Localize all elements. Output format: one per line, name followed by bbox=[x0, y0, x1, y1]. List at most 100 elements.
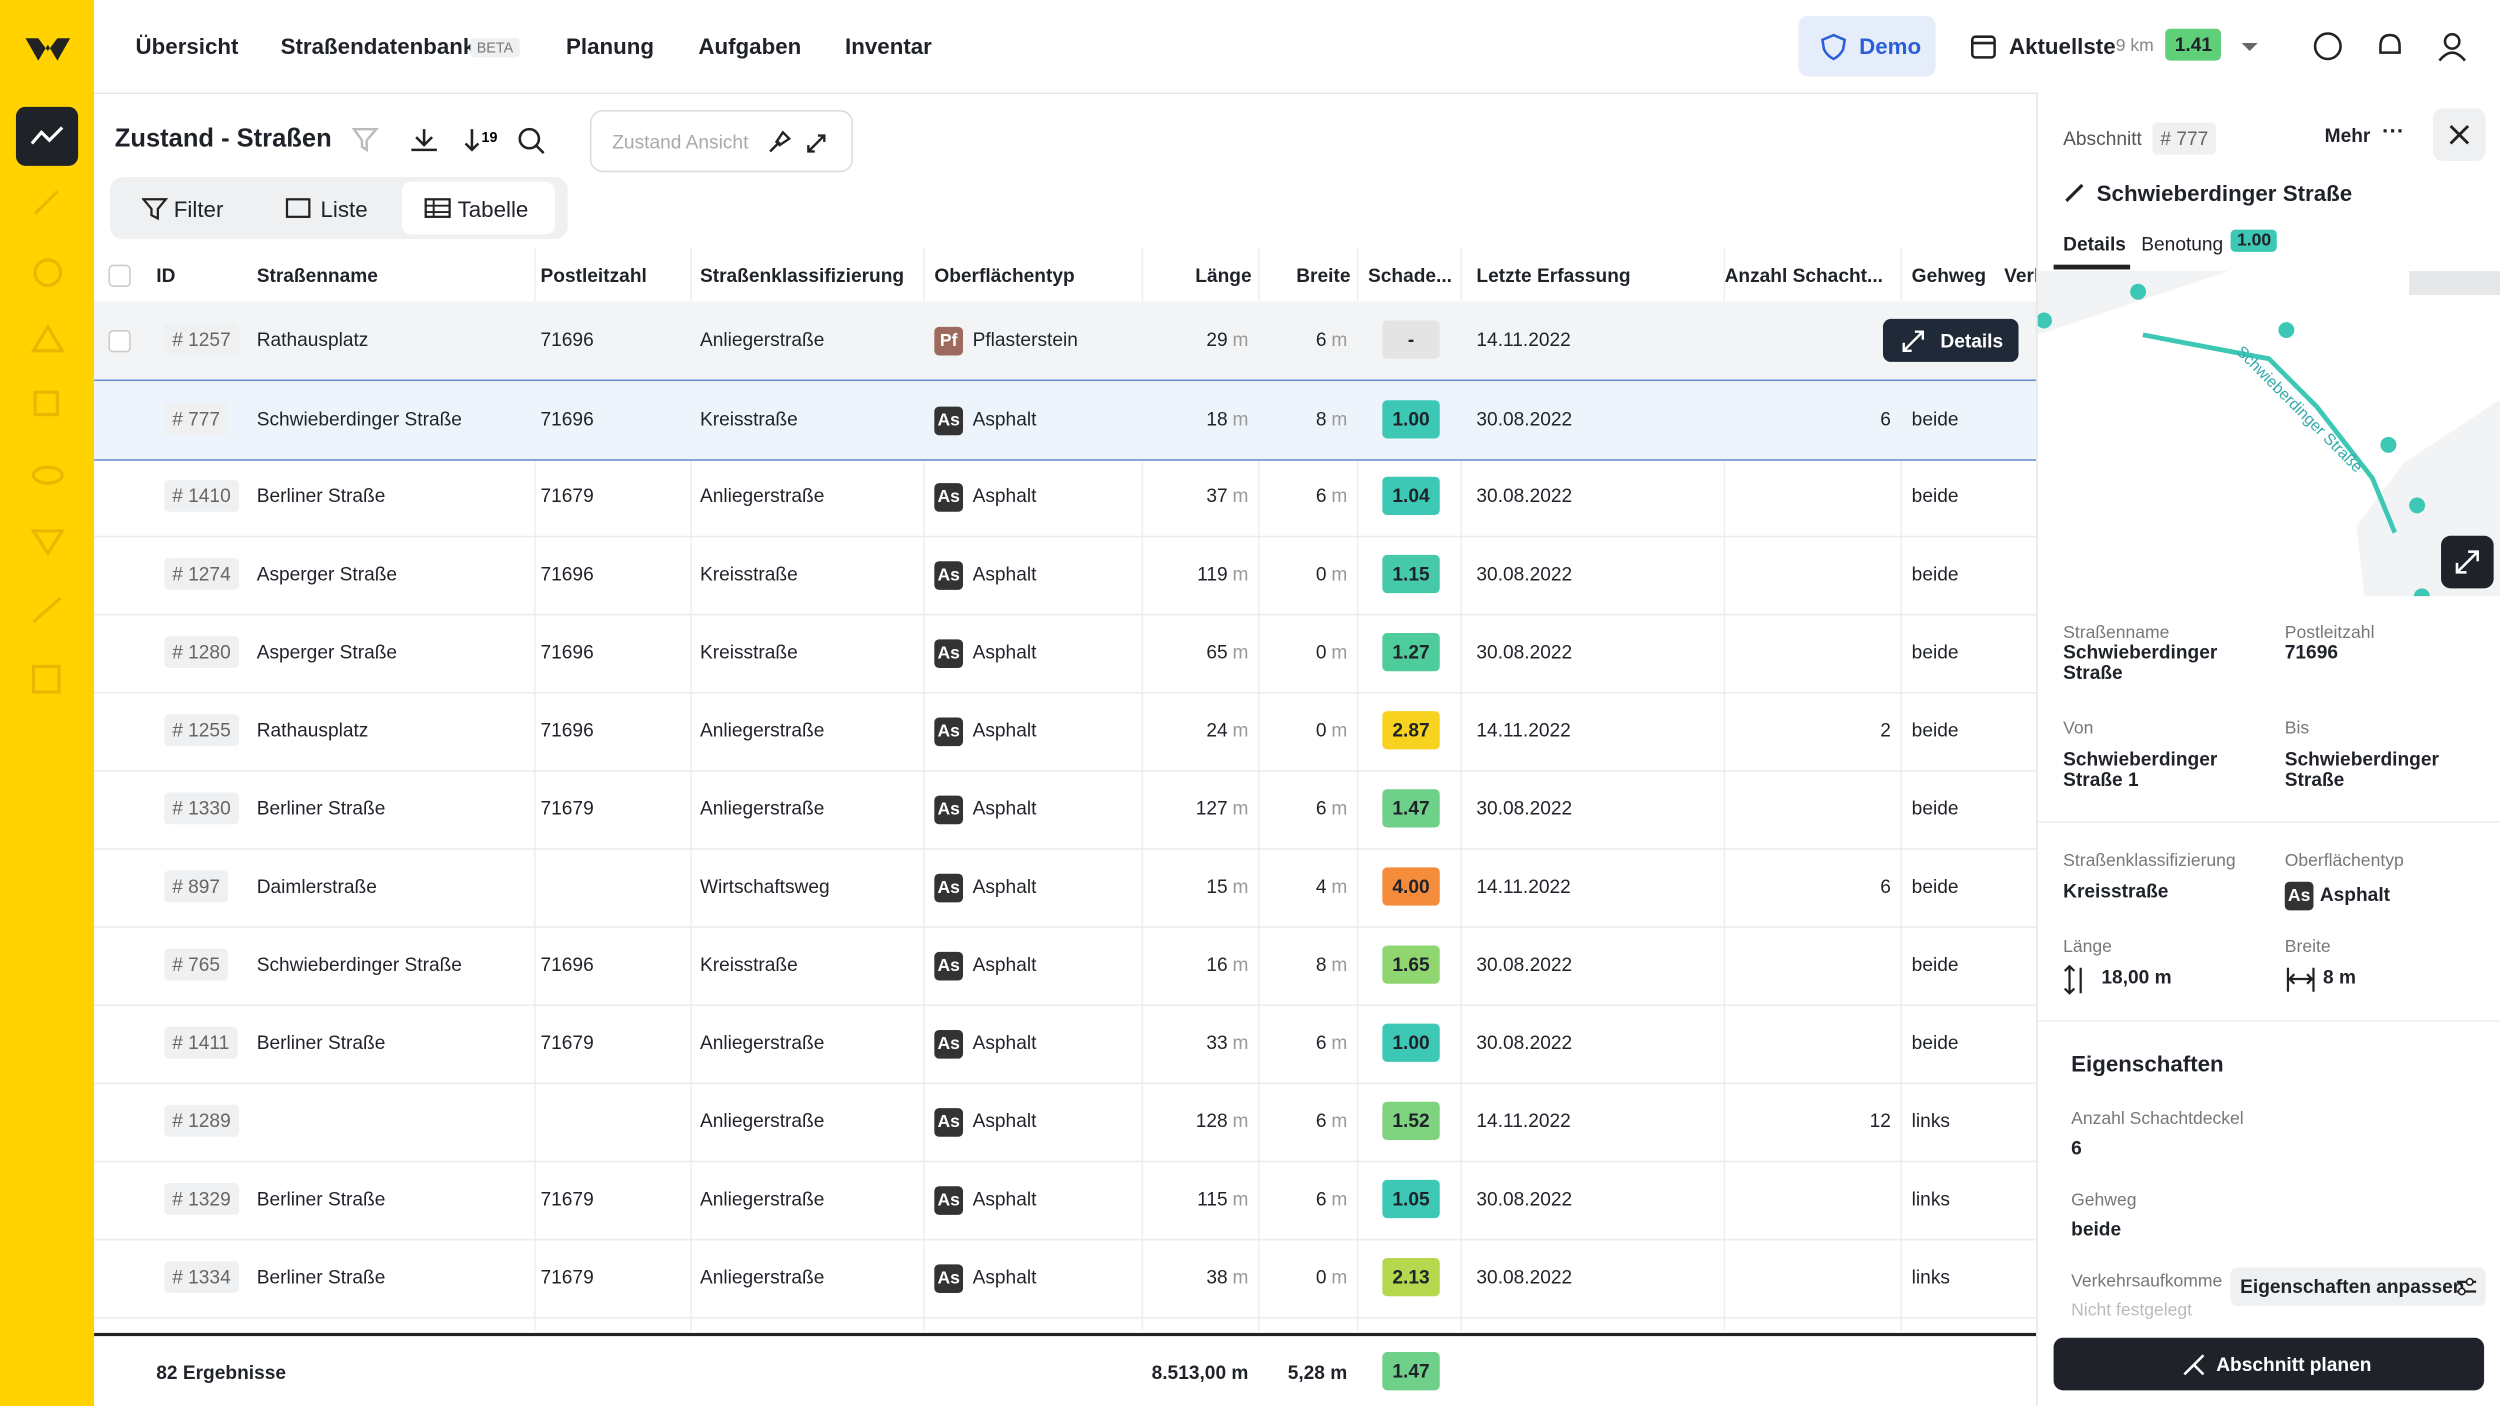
property-value: beide bbox=[2071, 1218, 2122, 1241]
column-header[interactable]: Letzte Erfassung bbox=[1476, 264, 1631, 287]
row-id-text: # 1411 bbox=[164, 1026, 238, 1059]
column-header[interactable]: Oberflächentyp bbox=[934, 264, 1075, 287]
view-selector[interactable]: Zustand Ansicht bbox=[589, 110, 854, 173]
checkbox[interactable] bbox=[108, 330, 131, 353]
table-row[interactable]: # 1280 Asperger Straße 71696 Kreisstraße As A… bbox=[94, 614, 2037, 694]
column-header[interactable]: Breite bbox=[1296, 264, 1351, 287]
nav-link[interactable]: Straßendatenbank bbox=[280, 33, 476, 59]
checkbox[interactable] bbox=[108, 264, 131, 287]
classification: Kreisstraße bbox=[700, 381, 798, 459]
demo-button[interactable]: Demo bbox=[1798, 15, 1936, 77]
table-row[interactable]: # 1329 Berliner Straße 71679 Anliegerstraße… bbox=[94, 1161, 2037, 1241]
tab-rating[interactable]: Benotung bbox=[2141, 232, 2224, 256]
table-row[interactable]: # 765 Schwieberdinger Straße 71696 Kreisstr… bbox=[94, 926, 2037, 1007]
nav-link[interactable]: Aufgaben bbox=[698, 33, 802, 59]
surface-name: Asphalt bbox=[972, 1031, 1037, 1054]
score-badge: - bbox=[1382, 320, 1440, 359]
details-button[interactable]: Details bbox=[1882, 318, 2019, 362]
column-header[interactable]: ID bbox=[156, 264, 176, 287]
postal-code-text: 71696 bbox=[540, 408, 594, 431]
field-text: Asphalt bbox=[2319, 883, 2391, 906]
column-header[interactable]: Schade... bbox=[1367, 264, 1453, 287]
sidewalk-text: links bbox=[1911, 1187, 1950, 1211]
table-row[interactable]: # 1255 Rathausplatz 71696 Anliegerstraße As A… bbox=[94, 692, 2037, 772]
tab-filter[interactable]: Filter bbox=[173, 196, 224, 222]
table-row[interactable]: # 897 Daimlerstraße Wirtschaftsweg As Asphal… bbox=[94, 848, 2037, 928]
length-value: 29 bbox=[1206, 328, 1228, 351]
adjust-button[interactable]: Eigenschaften anpassen bbox=[2230, 1267, 2486, 1306]
score-badge: 1.27 bbox=[1382, 632, 1440, 672]
table-row[interactable]: # 1330 Berliner Straße 71679 Anliegerstraße… bbox=[94, 770, 2037, 850]
length-value: 37 bbox=[1206, 484, 1228, 508]
street-name: Berliner Straße bbox=[257, 1161, 386, 1239]
row-id: # 1410 bbox=[164, 458, 239, 536]
width-value: 6 bbox=[1315, 1187, 1327, 1211]
plan-button[interactable]: Abschnitt planen bbox=[2053, 1337, 2485, 1391]
table-row[interactable]: # 1257 Rathausplatz 71696 Anliegerstraße Pf P… bbox=[94, 301, 2037, 382]
map[interactable]: Schwieberdinger Straße bbox=[2037, 271, 2500, 597]
length-value: 16 bbox=[1206, 953, 1228, 976]
property-label: Verkehrsaufkomme bbox=[2071, 1272, 2223, 1292]
expand-map[interactable] bbox=[2441, 535, 2494, 589]
width-unit: m bbox=[1331, 1109, 1348, 1133]
width-value: 4 bbox=[1315, 875, 1327, 898]
nav-link[interactable]: Übersicht bbox=[135, 33, 239, 59]
capture-date: 14.11.2022 bbox=[1476, 1083, 1570, 1161]
width-value: 6 bbox=[1315, 484, 1327, 508]
overall-score: 1.41 bbox=[2165, 28, 2222, 61]
table-row[interactable]: # 1289 Anliegerstraße As Asphalt 128 m 6 m 1.52 1… bbox=[94, 1083, 2037, 1163]
table-row[interactable]: # 777 Schwieberdinger Straße 71696 Kreisstr… bbox=[94, 379, 2037, 461]
tab-details[interactable]: Details bbox=[2063, 232, 2126, 256]
column-header[interactable]: Länge bbox=[1195, 264, 1252, 287]
surface-abbr: As bbox=[934, 406, 964, 435]
dataset-label[interactable]: Aktuellste bbox=[2008, 33, 2116, 59]
manhole-count: 2 bbox=[1880, 692, 1891, 770]
table-row[interactable]: # 1274 Asperger Straße 71696 Kreisstraße As A… bbox=[94, 536, 2037, 616]
surface-name: Asphalt bbox=[972, 640, 1037, 664]
column-header[interactable]: Straßenname bbox=[256, 264, 378, 287]
street-name-text: Berliner Straße bbox=[256, 1187, 386, 1211]
table-row[interactable]: # 1411 Berliner Straße 71679 Anliegerstraße… bbox=[94, 1004, 2037, 1085]
svg-text:19: 19 bbox=[482, 130, 498, 146]
field-label: Länge bbox=[2063, 937, 2112, 957]
surface: As Asphalt bbox=[934, 848, 1036, 926]
field-text: Schwieberdinger Straße bbox=[2284, 747, 2439, 791]
column-divider bbox=[534, 247, 536, 1332]
capture-date-text: 30.08.2022 bbox=[1476, 408, 1573, 431]
tab-icons bbox=[141, 198, 451, 221]
tab-table[interactable]: Tabelle bbox=[457, 196, 529, 222]
surface: As Asphalt bbox=[934, 1161, 1036, 1239]
column-header[interactable]: Verl bbox=[2004, 264, 2037, 287]
tab-active[interactable] bbox=[401, 181, 555, 235]
classification-text: Anliegerstraße bbox=[699, 328, 825, 351]
classification: Kreisstraße bbox=[700, 536, 798, 614]
table-row[interactable]: # 1334 Berliner Straße 71679 Anliegerstraße… bbox=[94, 1239, 2037, 1319]
sidewalk: links bbox=[1912, 1239, 1950, 1317]
nav-link[interactable]: Planung bbox=[566, 33, 655, 59]
score-badge: 4.00 bbox=[1382, 867, 1440, 906]
classification-text: Anliegerstraße bbox=[699, 797, 825, 820]
table-row[interactable]: # 1410 Berliner Straße 71679 Anliegerstraße… bbox=[94, 458, 2037, 538]
beta-badge: BETA bbox=[470, 38, 520, 58]
close-button[interactable] bbox=[2433, 108, 2486, 162]
column-header[interactable]: Straßenklassifizierung bbox=[699, 264, 905, 287]
column-header[interactable]: Anzahl Schacht... bbox=[1724, 264, 1883, 287]
street-name-text: Berliner Straße bbox=[256, 797, 386, 820]
surface: As Asphalt bbox=[934, 381, 1036, 459]
length-unit: m bbox=[1232, 484, 1249, 508]
row-id: # 1411 bbox=[164, 1004, 238, 1082]
more-button[interactable]: Mehr bbox=[2324, 124, 2371, 147]
column-header[interactable]: Gehweg bbox=[1911, 264, 1987, 287]
postal-code: 71679 bbox=[541, 1004, 594, 1082]
column-header[interactable]: Postleitzahl bbox=[540, 264, 647, 287]
score-badge: 1.65 bbox=[1382, 945, 1440, 984]
field-value: Schwieberdinger Straße bbox=[2285, 749, 2484, 790]
tab-list[interactable]: Liste bbox=[320, 196, 368, 222]
nav-link[interactable]: Inventar bbox=[845, 33, 932, 59]
length: 29 m bbox=[1206, 301, 1248, 379]
capture-date-text: 30.08.2022 bbox=[1476, 1187, 1573, 1211]
sidewalk-text: beide bbox=[1911, 797, 1959, 820]
